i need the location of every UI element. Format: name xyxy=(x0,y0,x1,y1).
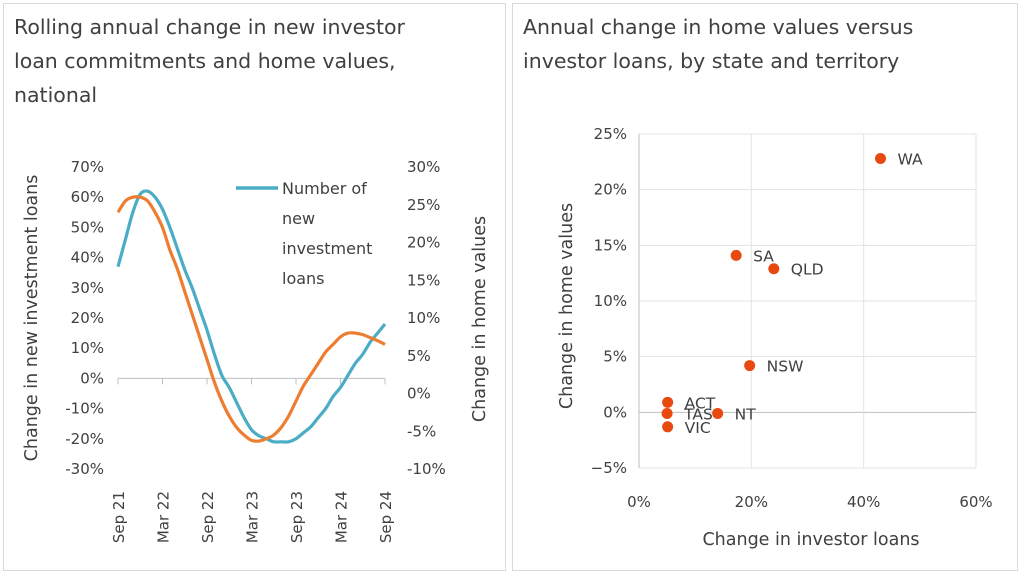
y-tick-label: 20% xyxy=(594,181,627,199)
y-tick-label: 5% xyxy=(603,348,627,366)
right-y-tick-label: 10% xyxy=(407,309,440,327)
x-tick-label: Sep 23 xyxy=(288,491,306,543)
x-tick-label: 40% xyxy=(847,493,880,511)
left-y-tick-label: 20% xyxy=(71,309,104,327)
right-y-tick-label: 25% xyxy=(407,196,440,214)
left-y-tick-label: -30% xyxy=(65,460,104,478)
x-tick-label: Mar 22 xyxy=(155,491,173,543)
right-y-tick-label: 15% xyxy=(407,271,440,289)
right-y-tick-label: -10% xyxy=(407,460,446,478)
left-y-axis-title: Change in new investment loans xyxy=(22,175,42,462)
scatter-point-qld xyxy=(768,263,780,275)
scatter-point-label: VIC xyxy=(685,419,711,437)
x-tick-label: Sep 22 xyxy=(199,491,217,543)
scatter-point-label: NSW xyxy=(767,358,804,376)
x-tick-label: Sep 21 xyxy=(110,491,128,543)
y-tick-label: −5% xyxy=(591,459,627,477)
scatter-point-label: QLD xyxy=(791,261,824,279)
right-y-tick-label: 0% xyxy=(407,385,431,403)
scatter-point-nsw xyxy=(744,360,756,372)
line-chart-panel: Rolling annual change in new investor lo… xyxy=(3,3,506,571)
x-tick-label: 20% xyxy=(735,493,768,511)
y-axis-title: Change in home values xyxy=(557,203,577,409)
scatter-point-nt xyxy=(712,407,724,419)
left-y-tick-label: 40% xyxy=(71,249,104,267)
left-y-tick-label: -20% xyxy=(65,430,104,448)
line-chart-title: Rolling annual change in new investor lo… xyxy=(14,15,405,107)
scatter-point-label: NT xyxy=(735,405,757,423)
left-y-tick-label: 30% xyxy=(71,279,104,297)
investment-loans-series-line xyxy=(116,189,387,444)
x-tick-label: Mar 23 xyxy=(244,491,262,543)
scatter-point-sa xyxy=(730,249,742,261)
scatter-point-label: WA xyxy=(898,150,923,168)
legend-entry: Number of new investment loans xyxy=(282,179,372,288)
x-tick-label: Sep 24 xyxy=(377,491,395,543)
scatter-chart-panel: Annual change in home values versus inve… xyxy=(512,3,1018,571)
scatter-point-tas xyxy=(661,407,673,419)
line-chart: 70% 60% 50% 40% 30% 20% 10% 0% -10% -20% -30% 30% 25… xyxy=(22,158,490,543)
scatter-point-vic xyxy=(662,421,674,433)
scatter-point-label: SA xyxy=(753,247,774,265)
x-tick-label: 0% xyxy=(627,493,651,511)
scatter-point-act xyxy=(662,396,674,408)
right-y-tick-label: 30% xyxy=(407,158,440,176)
right-y-tick-label: 5% xyxy=(407,347,431,365)
y-tick-label: 25% xyxy=(594,125,627,143)
scatter-chart: 25%20%15%10%5%0%−5%0% 20% 40% 60%WASAQLDNSW… xyxy=(557,125,993,550)
x-tick-label: Mar 24 xyxy=(333,491,351,543)
scatter-point-label: ACT xyxy=(685,394,716,412)
left-y-tick-label: 50% xyxy=(71,218,104,236)
scatter-chart-title: Annual change in home values versus inve… xyxy=(523,15,914,73)
right-y-tick-label: 20% xyxy=(407,234,440,252)
left-y-tick-label: 70% xyxy=(71,158,104,176)
right-y-tick-label: -5% xyxy=(407,422,436,440)
right-y-axis-title: Change in home values xyxy=(470,216,490,422)
scatter-point-label: TAS xyxy=(683,405,713,423)
scatter-point-wa xyxy=(875,152,887,164)
left-y-tick-label: 10% xyxy=(71,339,104,357)
y-tick-label: 15% xyxy=(594,236,627,254)
left-y-tick-label: -10% xyxy=(65,400,104,418)
home-values-series-line xyxy=(116,195,386,443)
left-y-tick-label: 0% xyxy=(80,369,104,387)
y-tick-label: 10% xyxy=(594,292,627,310)
x-axis-title: Change in investor loans xyxy=(702,530,919,550)
x-tick-label: 60% xyxy=(959,493,992,511)
left-y-tick-label: 60% xyxy=(71,188,104,206)
y-tick-label: 0% xyxy=(603,403,627,421)
